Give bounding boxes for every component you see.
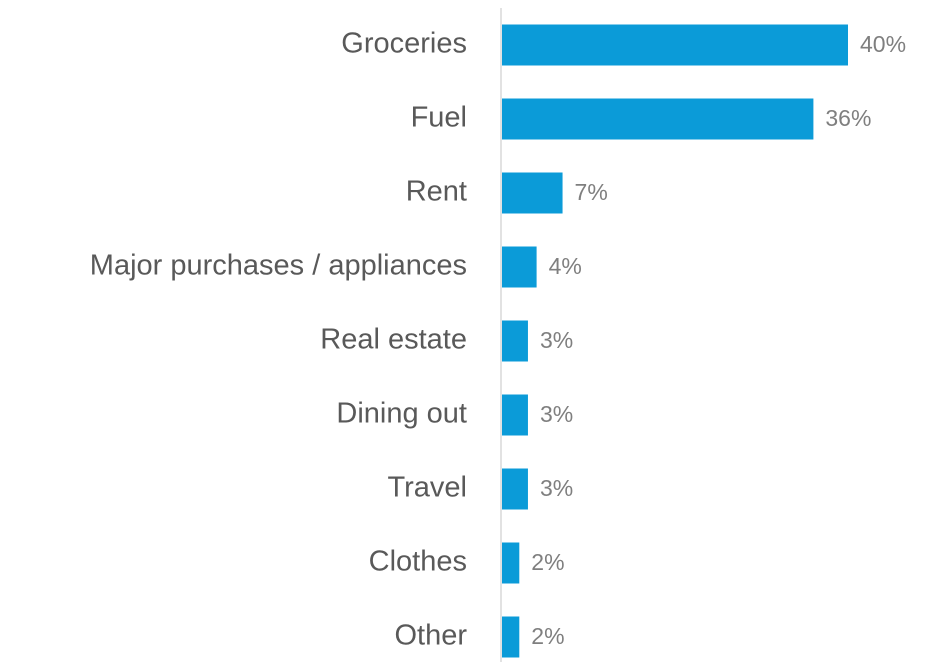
value-label: 36%: [825, 105, 871, 131]
bar: [502, 24, 848, 66]
bar: [502, 616, 520, 658]
value-label: 2%: [531, 549, 564, 575]
category-label: Real estate: [320, 324, 467, 356]
value-label: 40%: [860, 31, 906, 57]
category-label: Travel: [388, 472, 468, 504]
bar: [502, 246, 537, 288]
bar: [502, 394, 528, 436]
category-label: Groceries: [341, 28, 467, 60]
value-label: 3%: [540, 475, 573, 501]
category-label: Other: [394, 620, 467, 652]
bar: [502, 468, 528, 510]
bar: [502, 542, 520, 584]
category-label: Dining out: [336, 398, 467, 430]
value-label: 3%: [540, 327, 573, 353]
value-label: 4%: [549, 253, 582, 279]
category-label: Rent: [406, 176, 467, 208]
category-label: Clothes: [369, 546, 467, 578]
category-label: Fuel: [411, 102, 467, 134]
category-label: Major purchases / appliances: [90, 250, 467, 282]
value-label: 2%: [531, 623, 564, 649]
bar: [502, 320, 528, 362]
value-label: 7%: [575, 179, 608, 205]
bar: [502, 172, 563, 214]
bar: [502, 98, 814, 140]
value-label: 3%: [540, 401, 573, 427]
